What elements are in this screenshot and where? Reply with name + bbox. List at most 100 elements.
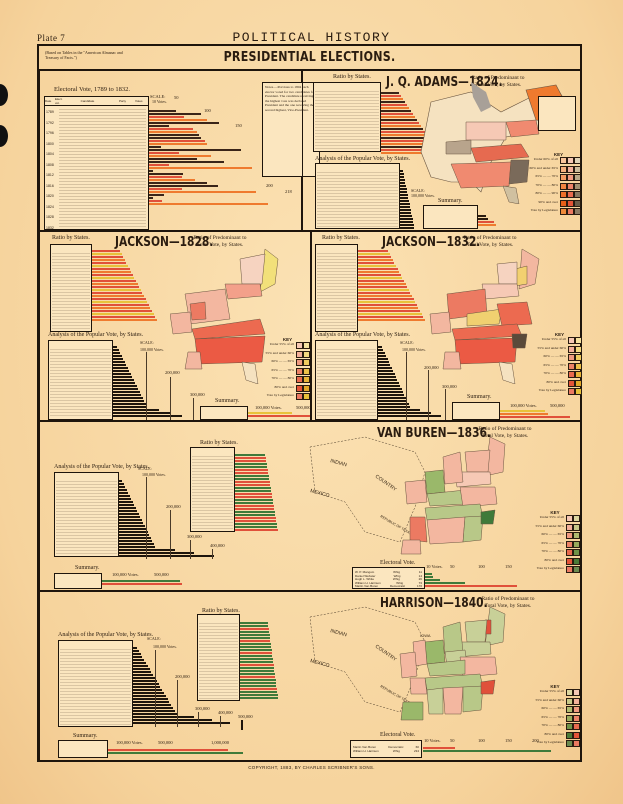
bar [92,292,143,294]
bar [149,161,224,163]
bar [133,722,230,724]
bar [119,486,125,488]
bar [149,167,252,169]
bar [235,517,276,519]
popular-vote-bars [113,346,182,418]
bar [149,200,162,202]
bar [358,280,404,282]
key-swatch [575,388,582,395]
key-swatch [567,182,574,190]
bar [358,274,401,276]
bar [235,514,275,516]
bar [149,131,197,133]
bar [378,394,405,396]
binding-hole [0,84,8,106]
bar [149,110,176,112]
bar [400,182,406,184]
running-title: POLITICAL HISTORY [232,30,391,45]
bar [240,658,273,660]
bar [400,191,408,193]
bar [381,92,399,94]
ratio-bars [381,92,439,155]
bar [381,128,423,130]
ratio-bars [235,454,278,532]
key-swatch [560,199,567,207]
key-swatch [567,208,574,215]
bar [378,400,408,402]
bar [381,146,435,148]
bar [119,492,128,494]
bar [133,686,161,688]
bar [240,682,276,684]
bar [235,463,267,465]
electoral-table: Date Elect. vot. Candidate Party Votes 1… [44,96,149,230]
bar [119,480,122,482]
bar [240,637,270,639]
scale-unit: 10 Votes. [152,99,167,104]
key-row: 70% — — 80% [536,182,581,192]
ratio-by-states-label: Ratio by States. [333,74,371,80]
bar [235,520,276,522]
key-row: Under 55% of all [537,337,582,346]
bar [92,301,148,303]
bar [358,256,392,258]
key-swatch [566,706,573,713]
us-map-1832 [429,248,540,384]
bar [92,316,156,318]
key-swatch [566,549,573,556]
bar [400,218,413,220]
bar [133,662,146,664]
bar [113,412,170,414]
bar [381,119,417,121]
panel-title: JACKSON—1832. [382,235,481,250]
ratio-table [315,244,358,332]
bar [378,388,402,390]
bar [358,253,390,255]
bar [235,523,277,525]
key-row: 60% — — 65% [537,354,582,363]
summary-table [200,406,248,420]
binding-hole [0,125,8,147]
bar [381,149,437,151]
popular-vote-table [48,340,113,420]
bar [400,206,411,208]
panel-adams-1824: Ratio by States. J. Q. ADAMS—1824. Ratio… [302,69,582,231]
key-swatch [573,731,580,739]
source-note: (Based on Tables in the "American Almana… [45,50,123,60]
bar [113,364,126,366]
bar [381,131,425,133]
bar [119,528,146,530]
bar [400,170,403,172]
panel-jackson-1832: Ratio by States. JACKSON—1832. Ratio of … [311,231,582,421]
bar [92,280,136,282]
bar [149,113,201,115]
ratio-table [197,614,240,701]
key-swatch [573,706,580,713]
bar [235,454,265,456]
main-title: PRESIDENTIAL ELECTIONS. [223,50,396,65]
bar [235,508,274,510]
bar [133,701,170,703]
svg-text:COUNTRY: COUNTRY [374,474,398,493]
svg-text:REPUBLIC OF TEXAS: REPUBLIC OF TEXAS [380,514,414,536]
table-header: Date Elect. vot. Candidate Party Votes [45,97,148,106]
key-swatch [574,165,581,173]
bar [149,170,153,172]
key-swatch [566,557,573,565]
key-swatch [303,393,310,400]
years-column: 1789 1792 1796 1800 1804 1808 1812 1816 … [46,110,54,230]
key-row: 65% — — 70% [530,540,580,550]
ratio-bars [92,250,157,322]
key-swatch [573,523,580,531]
bar [113,391,140,393]
key-swatch [567,165,574,173]
key-row: 70% — — 80% [530,549,580,558]
bar [113,394,141,396]
key-swatch [567,174,574,181]
bar [113,409,159,411]
bar [378,373,395,375]
key-swatch [296,359,303,366]
bar [378,355,387,357]
bar [235,472,268,474]
key-row: 80% — — 90% [536,191,581,200]
